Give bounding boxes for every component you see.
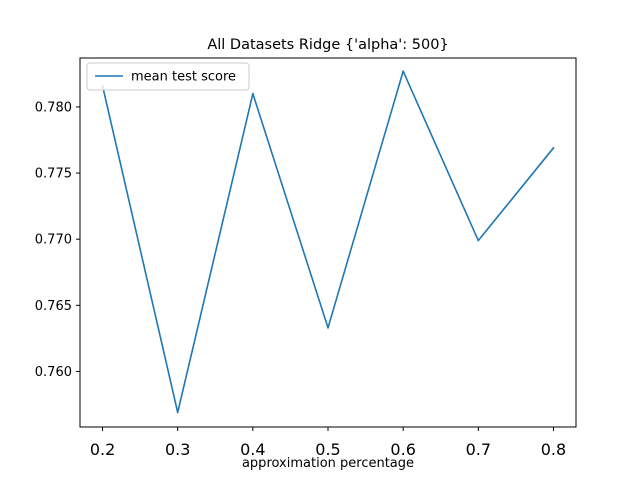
y-tick-label: 0.775	[35, 167, 72, 182]
x-tick-label: 0.3	[165, 440, 190, 459]
series-layer	[101, 70, 555, 414]
data-point	[552, 147, 555, 149]
plot-frame	[79, 57, 577, 428]
x-tick-label: 0.2	[90, 440, 115, 459]
legend-label: mean test score	[131, 70, 236, 85]
legend: mean test score	[86, 62, 250, 91]
y-tick-label: 0.765	[35, 299, 72, 314]
chart-title: All Datasets Ridge {'alpha': 500}	[207, 37, 448, 53]
data-point	[477, 239, 480, 242]
data-point	[327, 326, 329, 329]
data-point	[251, 92, 254, 95]
y-tick-label: 0.760	[35, 365, 72, 380]
y-tick-label: 0.770	[35, 233, 72, 248]
y-axis: 0.760 0.765 0.770 0.775 0.780	[35, 100, 80, 380]
series-line	[101, 70, 555, 414]
x-tick-label: 0.5	[315, 440, 340, 459]
x-tick-label: 0.4	[240, 440, 265, 459]
data-point	[176, 411, 179, 414]
x-axis: 0.2 0.3 0.4 0.5 0.6 0.7 0.8	[90, 427, 566, 459]
x-tick-label: 0.8	[541, 440, 566, 459]
x-tick-label: 0.7	[466, 440, 491, 459]
legend-box	[86, 62, 250, 91]
x-tick-label: 0.6	[390, 440, 415, 459]
y-tick-label: 0.780	[35, 100, 72, 115]
data-point	[402, 70, 405, 73]
x-axis-label: approximation percentage	[242, 456, 414, 471]
